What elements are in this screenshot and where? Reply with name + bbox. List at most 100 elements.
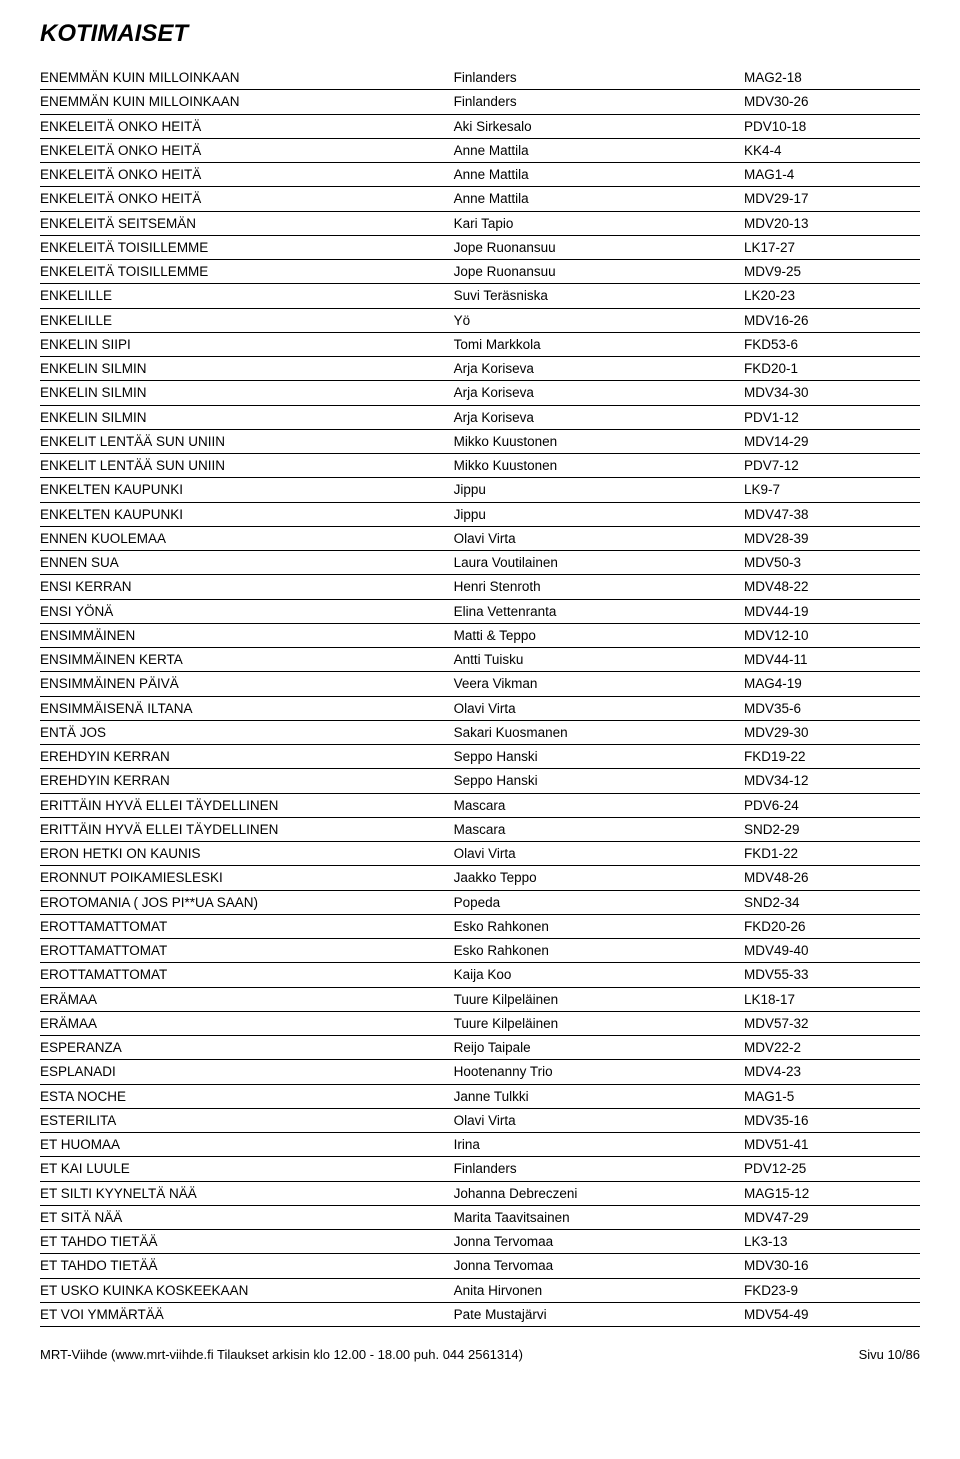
code-cell: MDV51-41 — [744, 1133, 920, 1157]
table-row: ESPERANZAReijo TaipaleMDV22-2 — [40, 1036, 920, 1060]
code-cell: LK3-13 — [744, 1230, 920, 1254]
code-cell: SND2-34 — [744, 890, 920, 914]
code-cell: LK17-27 — [744, 235, 920, 259]
artist-cell: Arja Koriseva — [454, 405, 744, 429]
artist-cell: Jonna Tervomaa — [454, 1230, 744, 1254]
song-title-cell: ENKELILLE — [40, 284, 454, 308]
table-row: ENKELTEN KAUPUNKIJippuMDV47-38 — [40, 502, 920, 526]
artist-cell: Anne Mattila — [454, 138, 744, 162]
song-title-cell: ENKELIT LENTÄÄ SUN UNIIN — [40, 429, 454, 453]
song-title-cell: ET SILTI KYYNELTÄ NÄÄ — [40, 1181, 454, 1205]
code-cell: PDV12-25 — [744, 1157, 920, 1181]
code-cell: MDV30-26 — [744, 90, 920, 114]
table-row: ENEMMÄN KUIN MILLOINKAANFinlandersMAG2-1… — [40, 66, 920, 90]
page-footer: MRT-Viihde (www.mrt-viihde.fi Tilaukset … — [40, 1347, 920, 1362]
song-title-cell: ENEMMÄN KUIN MILLOINKAAN — [40, 66, 454, 90]
table-row: ENNEN KUOLEMAAOlavi VirtaMDV28-39 — [40, 526, 920, 550]
artist-cell: Janne Tulkki — [454, 1084, 744, 1108]
table-row: ENKELEITÄ SEITSEMÄNKari TapioMDV20-13 — [40, 211, 920, 235]
artist-cell: Jippu — [454, 478, 744, 502]
code-cell: MDV4-23 — [744, 1060, 920, 1084]
artist-cell: Veera Vikman — [454, 672, 744, 696]
code-cell: MDV28-39 — [744, 526, 920, 550]
song-title-cell: ERONNUT POIKAMIESLESKI — [40, 866, 454, 890]
table-row: ENKELIN SILMINArja KorisevaPDV1-12 — [40, 405, 920, 429]
code-cell: MDV9-25 — [744, 260, 920, 284]
song-title-cell: ENKELEITÄ ONKO HEITÄ — [40, 163, 454, 187]
table-row: ET USKO KUINKA KOSKEEKAANAnita HirvonenF… — [40, 1278, 920, 1302]
artist-cell: Elina Vettenranta — [454, 599, 744, 623]
artist-cell: Anne Mattila — [454, 187, 744, 211]
song-title-cell: ESTA NOCHE — [40, 1084, 454, 1108]
song-title-cell: EROTOMANIA ( JOS PI**UA SAAN) — [40, 890, 454, 914]
artist-cell: Henri Stenroth — [454, 575, 744, 599]
artist-cell: Arja Koriseva — [454, 357, 744, 381]
song-title-cell: ET VOI YMMÄRTÄÄ — [40, 1302, 454, 1326]
artist-cell: Olavi Virta — [454, 696, 744, 720]
code-cell: MDV49-40 — [744, 939, 920, 963]
code-cell: MDV48-22 — [744, 575, 920, 599]
code-cell: MDV55-33 — [744, 963, 920, 987]
artist-cell: Seppo Hanski — [454, 745, 744, 769]
table-row: ET SITÄ NÄÄMarita TaavitsainenMDV47-29 — [40, 1205, 920, 1229]
table-row: ENKELILLESuvi TeräsniskaLK20-23 — [40, 284, 920, 308]
artist-cell: Matti & Teppo — [454, 623, 744, 647]
artist-cell: Esko Rahkonen — [454, 939, 744, 963]
song-title-cell: ERÄMAA — [40, 987, 454, 1011]
table-row: ENKELIT LENTÄÄ SUN UNIINMikko KuustonenP… — [40, 454, 920, 478]
page-title: KOTIMAISET — [40, 20, 920, 48]
song-title-cell: ET USKO KUINKA KOSKEEKAAN — [40, 1278, 454, 1302]
artist-cell: Mikko Kuustonen — [454, 429, 744, 453]
table-row: EREHDYIN KERRANSeppo HanskiFKD19-22 — [40, 745, 920, 769]
song-title-cell: ET SITÄ NÄÄ — [40, 1205, 454, 1229]
code-cell: MDV57-32 — [744, 1011, 920, 1035]
song-title-cell: EROTTAMATTOMAT — [40, 939, 454, 963]
footer-right: Sivu 10/86 — [859, 1347, 920, 1362]
table-row: ENSIMMÄISENÄ ILTANAOlavi VirtaMDV35-6 — [40, 696, 920, 720]
song-title-cell: ENNEN KUOLEMAA — [40, 526, 454, 550]
song-title-cell: ENKELIN SILMIN — [40, 405, 454, 429]
song-title-cell: EROTTAMATTOMAT — [40, 963, 454, 987]
artist-cell: Arja Koriseva — [454, 381, 744, 405]
table-row: ERONNUT POIKAMIESLESKIJaakko TeppoMDV48-… — [40, 866, 920, 890]
artist-cell: Tuure Kilpeläinen — [454, 987, 744, 1011]
song-table: ENEMMÄN KUIN MILLOINKAANFinlandersMAG2-1… — [40, 66, 920, 1327]
code-cell: MAG1-4 — [744, 163, 920, 187]
song-title-cell: EREHDYIN KERRAN — [40, 745, 454, 769]
code-cell: MDV29-30 — [744, 720, 920, 744]
song-title-cell: ENKELEITÄ ONKO HEITÄ — [40, 138, 454, 162]
code-cell: MDV16-26 — [744, 308, 920, 332]
code-cell: MDV47-29 — [744, 1205, 920, 1229]
song-title-cell: ENKELTEN KAUPUNKI — [40, 478, 454, 502]
code-cell: KK4-4 — [744, 138, 920, 162]
artist-cell: Hootenanny Trio — [454, 1060, 744, 1084]
code-cell: MDV44-11 — [744, 648, 920, 672]
artist-cell: Irina — [454, 1133, 744, 1157]
artist-cell: Jope Ruonansuu — [454, 260, 744, 284]
code-cell: PDV1-12 — [744, 405, 920, 429]
table-row: ESTA NOCHEJanne TulkkiMAG1-5 — [40, 1084, 920, 1108]
song-title-cell: ERITTÄIN HYVÄ ELLEI TÄYDELLINEN — [40, 793, 454, 817]
artist-cell: Finlanders — [454, 90, 744, 114]
artist-cell: Kaija Koo — [454, 963, 744, 987]
artist-cell: Tomi Markkola — [454, 332, 744, 356]
song-title-cell: ERÄMAA — [40, 1011, 454, 1035]
table-row: ENKELEITÄ ONKO HEITÄAki SirkesaloPDV10-1… — [40, 114, 920, 138]
table-row: EROTOMANIA ( JOS PI**UA SAAN)PopedaSND2-… — [40, 890, 920, 914]
code-cell: MDV50-3 — [744, 551, 920, 575]
song-title-cell: ENKELEITÄ SEITSEMÄN — [40, 211, 454, 235]
table-row: ENSI KERRANHenri StenrothMDV48-22 — [40, 575, 920, 599]
code-cell: MDV35-6 — [744, 696, 920, 720]
table-row: ENTÄ JOSSakari KuosmanenMDV29-30 — [40, 720, 920, 744]
table-row: ENSIMMÄINEN KERTAAntti TuiskuMDV44-11 — [40, 648, 920, 672]
code-cell: MAG2-18 — [744, 66, 920, 90]
artist-cell: Jaakko Teppo — [454, 866, 744, 890]
code-cell: PDV6-24 — [744, 793, 920, 817]
artist-cell: Tuure Kilpeläinen — [454, 1011, 744, 1035]
artist-cell: Kari Tapio — [454, 211, 744, 235]
code-cell: FKD20-1 — [744, 357, 920, 381]
song-title-cell: EREHDYIN KERRAN — [40, 769, 454, 793]
code-cell: LK20-23 — [744, 284, 920, 308]
code-cell: SND2-29 — [744, 817, 920, 841]
artist-cell: Laura Voutilainen — [454, 551, 744, 575]
